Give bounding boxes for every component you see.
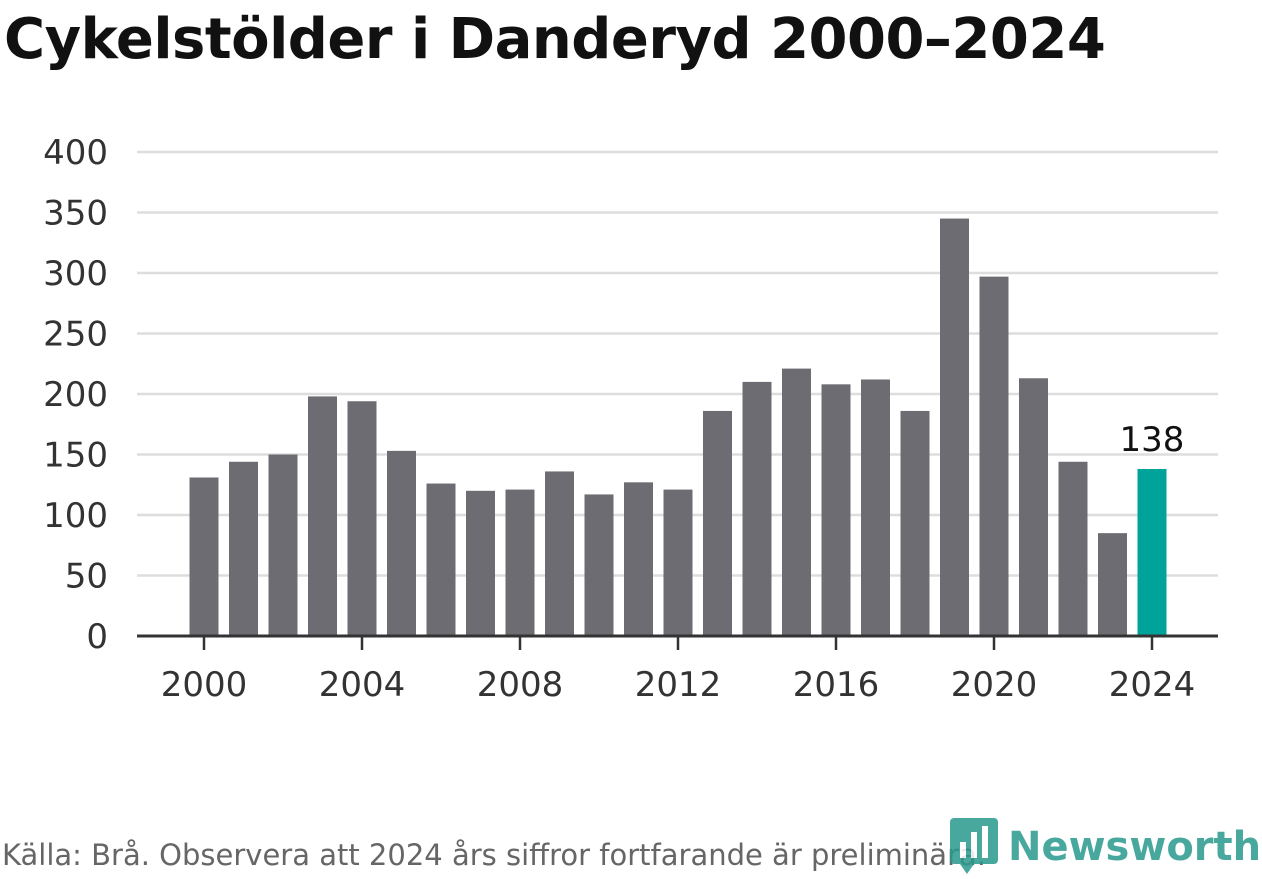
bar-2009 xyxy=(545,471,574,636)
newsworthy-logo-icon xyxy=(950,818,998,874)
bar-2001 xyxy=(229,461,258,636)
newsworthy-logo: Newsworthy xyxy=(950,818,1262,876)
bar-2019 xyxy=(940,218,969,637)
y-tick-label: 300 xyxy=(43,254,108,294)
x-axis xyxy=(137,634,1218,650)
bar-2010 xyxy=(584,494,614,636)
bar-2018 xyxy=(900,410,930,636)
y-tick-label: 150 xyxy=(43,436,108,476)
data-label-2024: 138 xyxy=(1120,420,1185,460)
bar-2008 xyxy=(505,489,535,636)
bar-2021 xyxy=(1019,378,1048,636)
data-labels: 138 xyxy=(1120,420,1185,460)
bar-2015 xyxy=(782,368,811,636)
x-tick-label: 2004 xyxy=(319,665,406,705)
bar-2023 xyxy=(1098,533,1127,636)
x-tick-label: 2020 xyxy=(951,665,1038,705)
source-note: Källa: Brå. Observera att 2024 års siffr… xyxy=(2,838,986,872)
bar-2017 xyxy=(861,379,890,636)
x-axis-tick-labels: 2000 2004 2008 2012 2016 2020 2024 xyxy=(161,665,1196,705)
bar-2004 xyxy=(347,401,377,636)
bar-2003 xyxy=(308,396,337,636)
bar-2000 xyxy=(189,477,219,636)
x-tick-label: 2012 xyxy=(635,665,722,705)
x-tick-label: 2024 xyxy=(1109,665,1196,705)
bar-2013 xyxy=(703,410,732,636)
y-tick-label: 250 xyxy=(43,315,108,355)
y-tick-label: 0 xyxy=(86,617,108,657)
bar-2007 xyxy=(466,490,495,636)
bar-2002 xyxy=(268,454,298,636)
bar-2022 xyxy=(1058,461,1088,636)
y-tick-label: 400 xyxy=(43,133,108,173)
x-tick-label: 2008 xyxy=(477,665,564,705)
y-tick-label: 200 xyxy=(43,375,108,415)
bar-2024 xyxy=(1137,469,1167,636)
y-tick-label: 350 xyxy=(43,194,108,234)
x-tick-label: 2016 xyxy=(793,665,880,705)
bar-2011 xyxy=(624,482,653,636)
bar-2020 xyxy=(979,276,1009,636)
x-tick-label: 2000 xyxy=(161,665,248,705)
bar-2016 xyxy=(821,384,851,636)
y-tick-label: 50 xyxy=(65,557,108,597)
bar-2014 xyxy=(742,381,772,636)
brand-name: Newsworthy xyxy=(1008,824,1262,870)
bar-chart: 0 50 100 150 200 250 300 350 400 2000 2004 2008 201… xyxy=(43,133,1218,705)
chart-title: Cykelstölder i Danderyd 2000–2024 xyxy=(4,7,1106,72)
bar-2005 xyxy=(387,450,416,636)
y-tick-label: 100 xyxy=(43,496,108,536)
bars xyxy=(189,218,1167,637)
bar-2012 xyxy=(663,489,693,636)
y-axis-tick-labels: 0 50 100 150 200 250 300 350 400 xyxy=(43,133,108,657)
bar-2006 xyxy=(426,483,456,636)
